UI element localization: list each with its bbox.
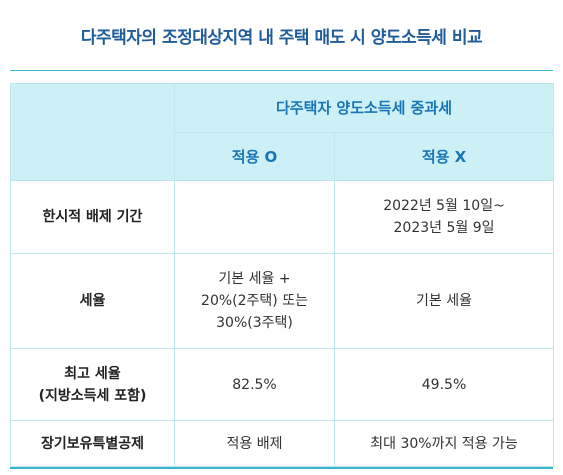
cell-line: 기본 세율 [416, 293, 472, 309]
cell-exclusion-not-applied: 2022년 5월 10일~ 2023년 5월 9일 [333, 180, 555, 254]
cell-deduction-not-applied: 최대 30%까지 적용 가능 [333, 420, 555, 467]
cell-tax-rate-applied: 기본 세율 + 20%(2주택) 또는 30%(3주택) [174, 253, 335, 349]
row-label-max-rate: 최고 세율 (지방소득세 포함) [10, 348, 175, 421]
cell-line: 최대 30%까지 적용 가능 [370, 435, 518, 452]
page-title: 다주택자의 조정대상지역 내 주택 매도 시 양도소득세 비교 [80, 27, 483, 48]
col-header-applied: 적용 O [174, 132, 335, 181]
header-corner-cell [10, 83, 175, 181]
cell-line: 적용 배제 [226, 435, 283, 452]
table-row: 세율 기본 세율 + 20%(2주택) 또는 30%(3주택) 기본 세율 [10, 253, 555, 349]
row-label-line: (지방소득세 포함) [38, 387, 147, 404]
row-label-line: 한시적 배제 기간 [42, 209, 143, 225]
table-row: 장기보유특별공제 적용 배제 최대 30%까지 적용 가능 [10, 420, 555, 467]
bottom-divider [10, 467, 553, 469]
cell-deduction-applied: 적용 배제 [174, 420, 335, 467]
row-label-line: 세율 [79, 293, 106, 309]
cell-line: 30%(3주택) [216, 315, 293, 331]
cell-line: 20%(2주택) 또는 [201, 293, 308, 309]
col-header-not-applied: 적용 X [333, 132, 555, 181]
group-header: 다주택자 양도소득세 중과세 [173, 83, 555, 133]
comparison-table: 다주택자 양도소득세 중과세 적용 O 적용 X 한시적 배제 기간 2022년… [10, 83, 555, 467]
row-label-long-term-deduction: 장기보유특별공제 [10, 420, 175, 467]
row-label-line: 장기보유특별공제 [40, 435, 145, 452]
cell-line: 2022년 5월 10일~ [383, 198, 505, 214]
cell-exclusion-applied [174, 180, 335, 254]
cell-line: 2023년 5월 9일 [393, 220, 495, 236]
row-label-tax-rate: 세율 [10, 253, 175, 349]
cell-line: 49.5% [421, 376, 467, 393]
header-row-columns: 적용 O 적용 X [11, 132, 555, 181]
title-bar: 다주택자의 조정대상지역 내 주택 매도 시 양도소득세 비교 [10, 0, 553, 71]
cell-line: 기본 세율 + [218, 271, 291, 287]
cell-tax-rate-not-applied: 기본 세율 [333, 253, 555, 349]
table-row: 한시적 배제 기간 2022년 5월 10일~ 2023년 5월 9일 [10, 180, 555, 254]
cell-max-rate-applied: 82.5% [174, 348, 335, 421]
row-label-line: 최고 세율 [64, 365, 121, 382]
cell-line: 82.5% [232, 376, 277, 393]
header-row-group: 다주택자 양도소득세 중과세 [10, 83, 555, 181]
row-label-exclusion-period: 한시적 배제 기간 [10, 180, 175, 254]
cell-max-rate-not-applied: 49.5% [333, 348, 555, 421]
table-row: 최고 세율 (지방소득세 포함) 82.5% 49.5% [10, 348, 555, 421]
